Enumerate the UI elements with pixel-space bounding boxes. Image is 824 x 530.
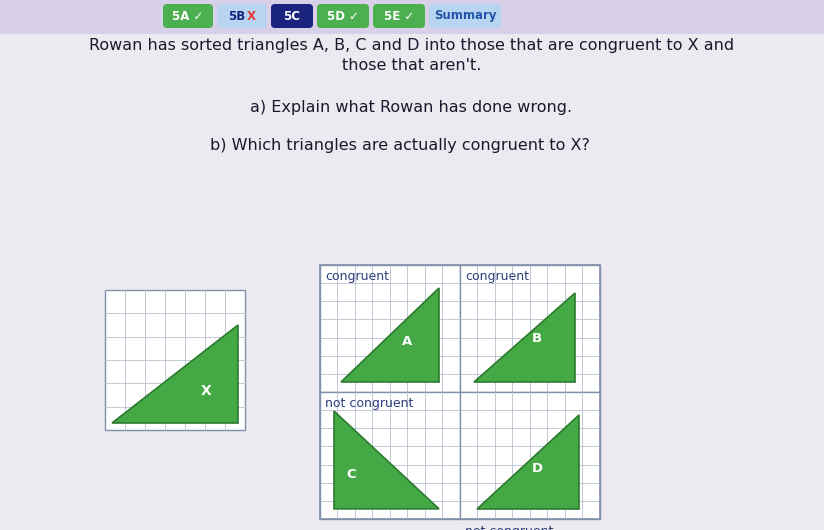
Text: not congruent: not congruent — [325, 397, 414, 410]
Text: A: A — [401, 335, 412, 348]
Text: those that aren't.: those that aren't. — [342, 58, 482, 73]
FancyBboxPatch shape — [373, 4, 425, 28]
FancyBboxPatch shape — [317, 4, 369, 28]
Polygon shape — [334, 411, 439, 509]
Text: 5C: 5C — [283, 10, 301, 22]
Text: 5A ✓: 5A ✓ — [172, 10, 204, 22]
Text: b) Which triangles are actually congruent to X?: b) Which triangles are actually congruen… — [210, 138, 590, 153]
Polygon shape — [474, 293, 575, 382]
FancyBboxPatch shape — [217, 4, 267, 28]
Polygon shape — [341, 288, 439, 382]
Text: a) Explain what Rowan has done wrong.: a) Explain what Rowan has done wrong. — [250, 100, 572, 115]
Polygon shape — [112, 325, 238, 423]
Text: X: X — [200, 384, 211, 398]
FancyBboxPatch shape — [0, 0, 824, 34]
Text: 5B: 5B — [228, 10, 246, 22]
FancyBboxPatch shape — [460, 265, 600, 392]
FancyBboxPatch shape — [271, 4, 313, 28]
Text: X: X — [246, 10, 255, 22]
Text: 5E ✓: 5E ✓ — [384, 10, 414, 22]
FancyBboxPatch shape — [163, 4, 213, 28]
Text: C: C — [346, 468, 356, 481]
Text: not congruent: not congruent — [465, 525, 554, 530]
FancyBboxPatch shape — [320, 265, 460, 392]
Text: congruent: congruent — [465, 270, 529, 283]
FancyBboxPatch shape — [320, 392, 460, 519]
Text: 5D ✓: 5D ✓ — [327, 10, 359, 22]
Text: B: B — [532, 332, 542, 345]
Polygon shape — [477, 415, 579, 509]
Text: Rowan has sorted triangles A, B, C and D into those that are congruent to X and: Rowan has sorted triangles A, B, C and D… — [90, 38, 734, 53]
FancyBboxPatch shape — [105, 290, 245, 430]
Text: congruent: congruent — [325, 270, 389, 283]
Text: Summary: Summary — [433, 10, 496, 22]
FancyBboxPatch shape — [429, 4, 501, 28]
Text: D: D — [531, 462, 542, 475]
FancyBboxPatch shape — [460, 392, 600, 519]
